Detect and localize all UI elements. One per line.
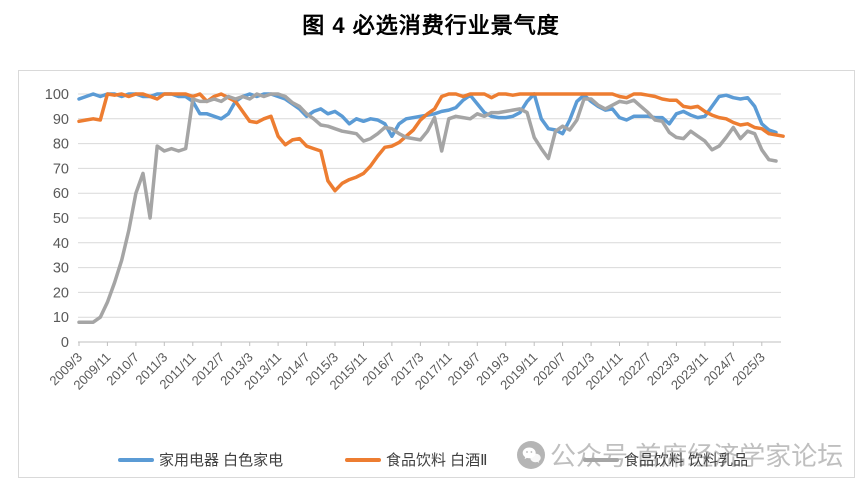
svg-text:90: 90 [53, 112, 69, 128]
legend-line-swatch-gray [583, 457, 619, 462]
watermark: 公众号 首席经济学家论坛 [516, 436, 843, 473]
svg-text:30: 30 [53, 261, 69, 277]
svg-text:20: 20 [53, 285, 69, 301]
svg-text:40: 40 [53, 236, 69, 252]
legend-item-white-goods: 家用电器 白色家电 [118, 449, 283, 470]
svg-text:50: 50 [53, 211, 69, 227]
legend-label: 食品饮料 白酒Ⅱ [386, 452, 488, 469]
watermark-text: 公众号 首席经济学家论坛 [550, 441, 844, 471]
legend-label: 食品饮料 饮料乳品 [624, 452, 749, 469]
chart-title: 图 4 必选消费行业景气度 [302, 13, 560, 38]
svg-text:10: 10 [53, 310, 69, 326]
legend-label: 家用电器 白色家电 [159, 452, 284, 469]
svg-text:0: 0 [61, 335, 69, 351]
chart-area: 2009/3 2009/11 2010/7 2011/3 2011/11 2012/7 20… [18, 70, 855, 478]
svg-text:60: 60 [53, 186, 69, 202]
chart-legend: 家用电器 白色家电 食品饮料 白酒Ⅱ 食品饮料 饮料乳品 [0, 449, 862, 471]
legend-item-baijiu: 食品饮料 白酒Ⅱ [345, 449, 488, 470]
svg-text:70: 70 [53, 161, 69, 177]
svg-text:2025/3: 2025/3 [729, 350, 768, 389]
svg-text:80: 80 [53, 137, 69, 153]
wechat-icon [517, 440, 545, 469]
line-chart-canvas: 2009/32009/112010/72011/32011/112012/720… [45, 87, 785, 393]
legend-item-beverage-dairy: 食品饮料 饮料乳品 [583, 449, 748, 470]
svg-text:100: 100 [45, 87, 69, 103]
svg-text:2010/7: 2010/7 [103, 350, 142, 389]
legend-line-swatch-orange [345, 457, 381, 462]
legend-line-swatch-blue [118, 457, 154, 462]
